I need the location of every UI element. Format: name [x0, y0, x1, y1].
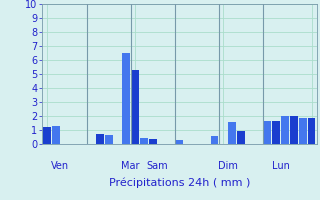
Text: Précipitations 24h ( mm ): Précipitations 24h ( mm ) [108, 177, 250, 188]
Text: Mar: Mar [121, 161, 140, 171]
Bar [131, 70, 139, 144]
Bar [122, 53, 130, 144]
Bar [263, 121, 271, 144]
Bar [149, 139, 157, 144]
Bar [228, 122, 236, 144]
Bar [43, 127, 51, 144]
Bar [281, 116, 289, 144]
Bar [175, 140, 183, 144]
Text: Lun: Lun [272, 161, 290, 171]
Bar [140, 138, 148, 144]
Text: Dim: Dim [218, 161, 238, 171]
Bar [52, 126, 60, 144]
Bar [272, 121, 280, 144]
Bar [96, 134, 104, 144]
Bar [299, 118, 307, 144]
Bar [105, 135, 113, 144]
Bar [211, 136, 219, 144]
Bar [290, 116, 298, 144]
Text: Ven: Ven [51, 161, 69, 171]
Bar [237, 131, 245, 144]
Text: Sam: Sam [146, 161, 168, 171]
Bar [308, 118, 316, 144]
